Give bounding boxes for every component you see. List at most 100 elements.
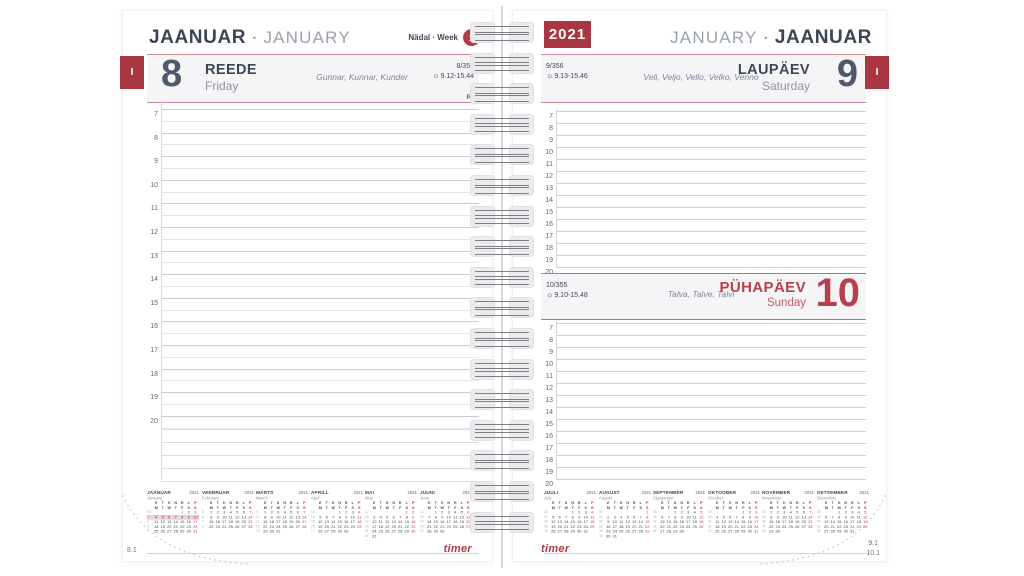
day-cell: 3: [584, 510, 587, 515]
day-cell: 5: [552, 514, 555, 520]
weekday-header: T: [338, 505, 341, 510]
hour-line: [161, 132, 479, 134]
day-cell: 19: [459, 519, 464, 525]
name-days: Talva, Talve, Talvi: [667, 289, 735, 299]
page-number: 8.1: [127, 547, 137, 554]
day-cell: 23: [269, 524, 274, 529]
day-cell: [458, 529, 465, 534]
title-separator-dot: ·: [763, 30, 769, 47]
mini-month-year: 2021: [189, 490, 199, 495]
week-row: 30 1: [599, 510, 651, 515]
day-cell: 28: [830, 529, 835, 534]
day-cell: 20: [295, 519, 300, 525]
week-row: 38 20 21 22 23 24 25 26: [653, 524, 705, 529]
mini-month-year: 2021: [750, 490, 760, 495]
week-row: 52 27 28 29 30 31: [817, 529, 869, 534]
hour-line: [556, 123, 866, 124]
day-cell: 24: [446, 524, 451, 529]
day-cell: 4: [283, 510, 286, 515]
day-cell: 3: [687, 510, 690, 515]
day-cell: 22: [208, 524, 213, 529]
weekday-header: P: [357, 500, 360, 506]
day-cell: 27: [727, 529, 732, 534]
hour-line: [161, 227, 479, 228]
week-number: 22: [365, 534, 369, 538]
hour-label: 18: [545, 457, 553, 464]
hour-line: [556, 255, 866, 256]
day-cell: 31: [193, 529, 198, 534]
day-cell: 25: [452, 524, 457, 529]
weekday-header: N: [625, 500, 629, 506]
extra-line: [161, 454, 479, 456]
page-number-sunday: 10.1: [866, 550, 880, 557]
day-cell: 29: [570, 529, 575, 534]
sun-icon: ☼: [432, 71, 440, 81]
half-hour-line: [161, 120, 479, 122]
day-cell: 10: [583, 514, 588, 520]
hour-line: [556, 207, 866, 208]
week-number: 35: [598, 534, 603, 538]
week-row: 35 1 2 3 4 5: [653, 510, 705, 515]
day-cell: 4: [591, 510, 594, 515]
day-cell: 2: [270, 510, 273, 515]
day-cell: 9: [748, 514, 751, 520]
day-cell: 1: [741, 510, 744, 515]
page-number-saturday: 9.1: [868, 540, 878, 547]
mini-month-name-et: AUGUST: [598, 490, 620, 496]
weekday-header: E: [551, 500, 555, 506]
hour-line: [161, 392, 479, 394]
day-cell: 13: [465, 514, 470, 520]
day-cell: 8: [571, 514, 574, 520]
week-number: 22: [419, 510, 424, 515]
day-cell: 19: [625, 524, 630, 529]
weekday-header: T: [667, 500, 670, 506]
day-cell: 27: [557, 529, 562, 534]
day-cell: 18: [378, 524, 383, 529]
weekday-header: P: [466, 500, 469, 506]
weekday-header: R: [632, 500, 636, 506]
day-cell: 31: [583, 529, 588, 534]
hour-label: 16: [545, 221, 553, 228]
hour-grid-friday: 7 8 9 10 11 12 13 14 15 16 17 18 19 20: [147, 101, 479, 493]
week-number: 40: [707, 515, 712, 519]
day-cell: 2: [748, 510, 751, 515]
weekday-header: R: [686, 500, 690, 506]
day-cell: 20: [660, 524, 665, 529]
half-hour-line: [161, 309, 479, 311]
day-cell: 6: [558, 514, 561, 520]
mini-month-name-en: July: [544, 495, 552, 501]
day-cell: 12: [459, 514, 464, 520]
day-cell: 18: [590, 519, 595, 525]
week-row: 22 1 2 3 4 5 6: [420, 510, 472, 515]
title-english: JANUARY: [263, 28, 351, 47]
weekday-header: S: [747, 505, 751, 510]
weekday-header: W: [439, 505, 444, 510]
weekday-header: K: [331, 500, 335, 506]
mini-month-name-en: June: [419, 495, 429, 501]
week-row: 13 29 30 31: [256, 529, 308, 534]
week-number: 29: [544, 524, 548, 529]
weekday-header: R: [398, 500, 402, 506]
week-row: 48 29 30: [762, 529, 814, 534]
mini-month-name-et: JAANUAR: [147, 490, 171, 496]
hour-grid-sunday: 7 8 9 10 11 12 13 14 15 16 17 18 19 20: [541, 321, 866, 488]
hour-label: 8: [549, 125, 553, 132]
day-cell: 28: [564, 529, 569, 534]
week-row: 10 8 9 10 11 12 13 14: [256, 515, 308, 520]
day-name-english: Friday: [205, 79, 239, 93]
day-cell: 31: [753, 529, 758, 534]
weekday-header: S: [584, 505, 587, 510]
day-cell: 6: [296, 510, 299, 515]
weekday-header: W: [385, 505, 390, 510]
mini-calendar-february: VEEBRUAR 2021 February E T K N R L P M T W T F S S 5 1 2 3 4 5…: [202, 490, 254, 548]
day-cell: 22: [433, 524, 438, 529]
week-badge: Nädal · Week 1: [408, 29, 480, 46]
weekday-header: W: [276, 505, 281, 510]
hour-line: [556, 335, 866, 336]
weekday-header: R: [577, 500, 581, 506]
week-number: 10: [256, 515, 260, 519]
week-number: 17: [310, 529, 315, 534]
